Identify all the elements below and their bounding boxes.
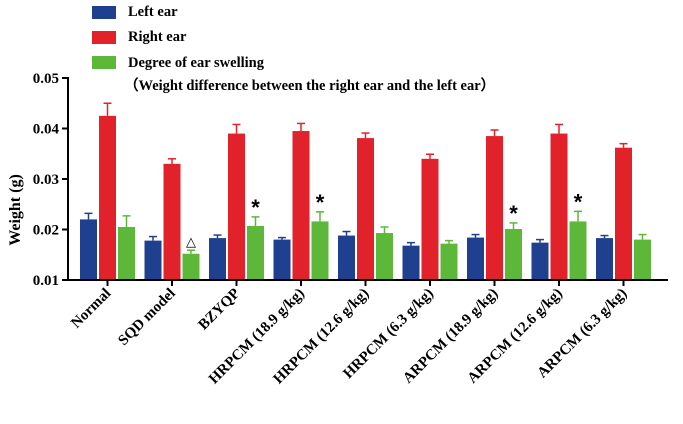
bar <box>118 226 135 280</box>
bar <box>209 238 226 280</box>
y-tick-label: 0.05 <box>33 71 59 87</box>
legend-swatch-3 <box>92 56 116 69</box>
bar <box>163 163 181 280</box>
bar <box>615 147 632 280</box>
bar <box>569 221 587 280</box>
legend-label-1: Left ear <box>128 4 178 20</box>
legend-swatch-1 <box>92 6 116 19</box>
bar <box>467 237 484 280</box>
significance-mark: * <box>509 201 518 226</box>
x-tick-label: SQD model <box>115 286 178 349</box>
chart-legend: Left ear Right ear Degree of ear swelling （… <box>92 4 495 94</box>
y-tick-label: 0.04 <box>33 122 60 138</box>
bar <box>273 239 291 280</box>
bar <box>596 238 613 280</box>
significance-mark: * <box>574 189 583 214</box>
bar <box>421 158 439 280</box>
bar <box>550 133 568 280</box>
y-tick-label: 0.03 <box>33 172 59 188</box>
bar <box>376 233 393 280</box>
significance-mark: * <box>251 195 260 220</box>
y-tick-label: 0.01 <box>33 273 59 289</box>
significance-mark: * <box>316 190 325 215</box>
bar <box>357 138 374 280</box>
legend-swatch-2 <box>92 31 116 44</box>
legend-label-2: Right ear <box>128 29 187 45</box>
legend-label-3: Degree of ear swelling <box>128 55 265 71</box>
bar <box>634 239 651 280</box>
bar <box>402 245 420 280</box>
bar <box>311 221 329 280</box>
bar <box>182 253 200 280</box>
y-axis-title: Weight (g) <box>7 174 24 246</box>
bar <box>338 235 355 280</box>
bar <box>99 115 116 280</box>
bar <box>80 219 97 280</box>
chart-bars: △ * * * * <box>80 102 651 280</box>
bar <box>440 243 458 280</box>
bar <box>228 133 245 280</box>
y-tick-label: 0.02 <box>33 223 59 239</box>
bar <box>531 242 549 280</box>
significance-mark: △ <box>186 235 196 250</box>
x-tick-label: BZYQP <box>195 286 243 334</box>
bar <box>486 136 503 280</box>
legend-label-4: （Weight difference between the right ear… <box>124 76 495 94</box>
bar <box>292 131 310 280</box>
bar <box>247 225 264 280</box>
x-tick-label: Normal <box>68 286 114 332</box>
bar <box>505 228 522 280</box>
bar <box>144 240 162 280</box>
